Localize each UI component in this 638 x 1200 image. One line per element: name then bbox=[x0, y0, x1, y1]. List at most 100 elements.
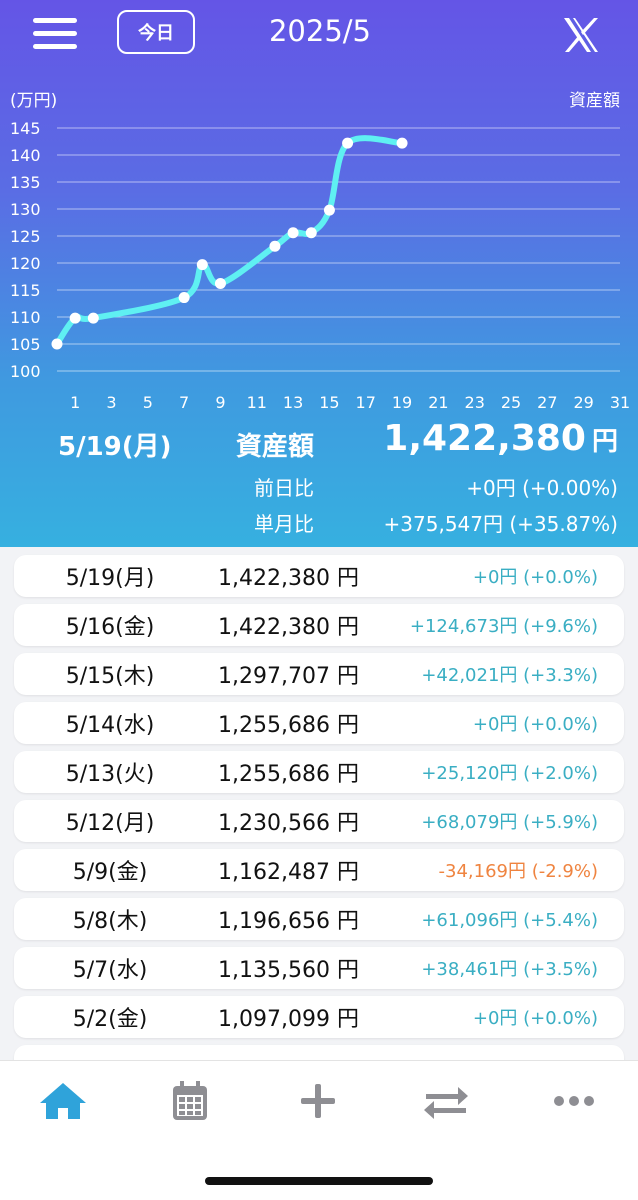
data-point bbox=[196, 259, 208, 271]
history-row[interactable]: 5/8(木) 1,196,656 円 +61,096円 (+5.4%) bbox=[14, 898, 624, 940]
data-point bbox=[305, 227, 317, 239]
asset-label: 資産額 bbox=[236, 432, 315, 462]
row-date: 5/2(金) bbox=[72, 1007, 148, 1032]
row-date: 5/14(水) bbox=[65, 713, 155, 738]
calendar-icon bbox=[173, 1081, 207, 1120]
row-amount: 1,097,099 円 bbox=[218, 1007, 359, 1032]
month-change-value: +375,547円 (+35.87%) bbox=[383, 512, 618, 536]
row-amount: 1,297,707 円 bbox=[218, 664, 359, 689]
data-point bbox=[342, 137, 354, 149]
row-date: 5/19(月) bbox=[65, 566, 155, 591]
tab-more[interactable] bbox=[544, 1076, 604, 1126]
row-amount: 1,255,686 円 bbox=[218, 762, 359, 787]
tab-transfer[interactable] bbox=[416, 1076, 476, 1126]
daily-history-list: 5/19(月) 1,422,380 円 +0円 (+0.0%) 5/16(金) … bbox=[0, 547, 638, 1060]
row-diff: +0円 (+0.0%) bbox=[472, 567, 598, 588]
y-tick-label: 125 bbox=[10, 227, 41, 246]
row-diff: +38,461円 (+3.5%) bbox=[421, 959, 598, 980]
row-date: 5/7(水) bbox=[72, 958, 148, 983]
today-button[interactable]: 今日 bbox=[117, 10, 195, 54]
row-date: 5/9(金) bbox=[72, 860, 148, 885]
row-amount: 1,422,380 円 bbox=[218, 615, 359, 640]
chart-legend-label: 資産額 bbox=[569, 91, 620, 111]
row-date: 5/8(木) bbox=[72, 909, 148, 934]
history-row[interactable]: 5/12(月) 1,230,566 円 +68,079円 (+5.9%) bbox=[14, 800, 624, 842]
data-point bbox=[269, 240, 281, 252]
home-indicator bbox=[205, 1177, 433, 1185]
history-row-partial[interactable] bbox=[14, 1045, 624, 1060]
transfer-icon bbox=[424, 1087, 468, 1119]
x-tick-label: 5 bbox=[143, 393, 153, 412]
x-tick-label: 9 bbox=[215, 393, 225, 412]
data-point bbox=[396, 137, 408, 149]
row-amount: 1,196,656 円 bbox=[218, 909, 359, 934]
history-row[interactable]: 5/9(金) 1,162,487 円 -34,169円 (-2.9%) bbox=[14, 849, 624, 891]
x-tick-label: 27 bbox=[537, 393, 557, 412]
more-icon bbox=[554, 1096, 594, 1106]
row-diff: +68,079円 (+5.9%) bbox=[421, 812, 598, 833]
y-tick-label: 105 bbox=[10, 335, 41, 354]
x-tick-label: 25 bbox=[501, 393, 521, 412]
data-point bbox=[214, 278, 226, 290]
history-row[interactable]: 5/2(金) 1,097,099 円 +0円 (+0.0%) bbox=[14, 996, 624, 1038]
history-row[interactable]: 5/15(木) 1,297,707 円 +42,021円 (+3.3%) bbox=[14, 653, 624, 695]
plus-icon bbox=[301, 1084, 335, 1118]
row-diff: -34,169円 (-2.9%) bbox=[438, 861, 598, 882]
y-axis-unit-label: (万円) bbox=[10, 91, 57, 111]
data-point bbox=[69, 312, 81, 324]
month-title[interactable]: 2025/5 bbox=[268, 14, 372, 48]
data-point bbox=[51, 338, 63, 350]
x-share-icon[interactable] bbox=[561, 15, 601, 55]
x-tick-label: 3 bbox=[106, 393, 116, 412]
selected-date: 5/19(月) bbox=[58, 432, 172, 462]
row-amount: 1,255,686 円 bbox=[218, 713, 359, 738]
x-tick-label: 11 bbox=[247, 393, 267, 412]
row-amount: 1,135,560 円 bbox=[218, 958, 359, 983]
data-point bbox=[87, 312, 99, 324]
x-tick-label: 31 bbox=[610, 393, 630, 412]
day-change-label: 前日比 bbox=[254, 476, 314, 500]
row-diff: +61,096円 (+5.4%) bbox=[421, 910, 598, 931]
tab-calendar[interactable] bbox=[160, 1076, 220, 1126]
x-tick-label: 13 bbox=[283, 393, 303, 412]
x-tick-label: 17 bbox=[356, 393, 376, 412]
row-diff: +0円 (+0.0%) bbox=[472, 714, 598, 735]
asset-total-unit: 円 bbox=[591, 427, 618, 457]
home-icon bbox=[40, 1083, 86, 1119]
asset-total-value: 1,422,380 bbox=[383, 418, 586, 459]
y-tick-label: 145 bbox=[10, 119, 41, 138]
data-point bbox=[287, 227, 299, 239]
row-diff: +42,021円 (+3.3%) bbox=[421, 665, 598, 686]
month-change-label: 単月比 bbox=[254, 512, 314, 536]
row-diff: +25,120円 (+2.0%) bbox=[421, 763, 598, 784]
history-row[interactable]: 5/14(水) 1,255,686 円 +0円 (+0.0%) bbox=[14, 702, 624, 744]
row-date: 5/12(月) bbox=[65, 811, 155, 836]
row-date: 5/16(金) bbox=[65, 615, 155, 640]
history-row[interactable]: 5/13(火) 1,255,686 円 +25,120円 (+2.0%) bbox=[14, 751, 624, 793]
data-point bbox=[323, 204, 335, 216]
row-amount: 1,230,566 円 bbox=[218, 811, 359, 836]
x-tick-label: 29 bbox=[573, 393, 593, 412]
y-tick-label: 120 bbox=[10, 254, 41, 273]
x-tick-label: 19 bbox=[392, 393, 412, 412]
history-row[interactable]: 5/19(月) 1,422,380 円 +0円 (+0.0%) bbox=[14, 555, 624, 597]
history-row[interactable]: 5/16(金) 1,422,380 円 +124,673円 (+9.6%) bbox=[14, 604, 624, 646]
row-date: 5/13(火) bbox=[65, 762, 155, 787]
x-tick-label: 23 bbox=[465, 393, 485, 412]
data-point bbox=[178, 292, 190, 304]
asset-series-line bbox=[54, 135, 406, 347]
tab-add[interactable] bbox=[288, 1076, 348, 1126]
menu-icon[interactable] bbox=[33, 14, 77, 52]
y-tick-label: 110 bbox=[10, 308, 41, 327]
row-diff: +124,673円 (+9.6%) bbox=[409, 616, 598, 637]
row-date: 5/15(木) bbox=[65, 664, 155, 689]
top-bar: 今日 2025/5 bbox=[0, 0, 638, 70]
x-tick-label: 1 bbox=[70, 393, 80, 412]
row-amount: 1,162,487 円 bbox=[218, 860, 359, 885]
history-row[interactable]: 5/7(水) 1,135,560 円 +38,461円 (+3.5%) bbox=[14, 947, 624, 989]
y-tick-label: 115 bbox=[10, 281, 41, 300]
tab-home[interactable] bbox=[33, 1076, 93, 1126]
asset-total: 1,422,380 円 bbox=[383, 418, 618, 459]
x-tick-label: 21 bbox=[428, 393, 448, 412]
